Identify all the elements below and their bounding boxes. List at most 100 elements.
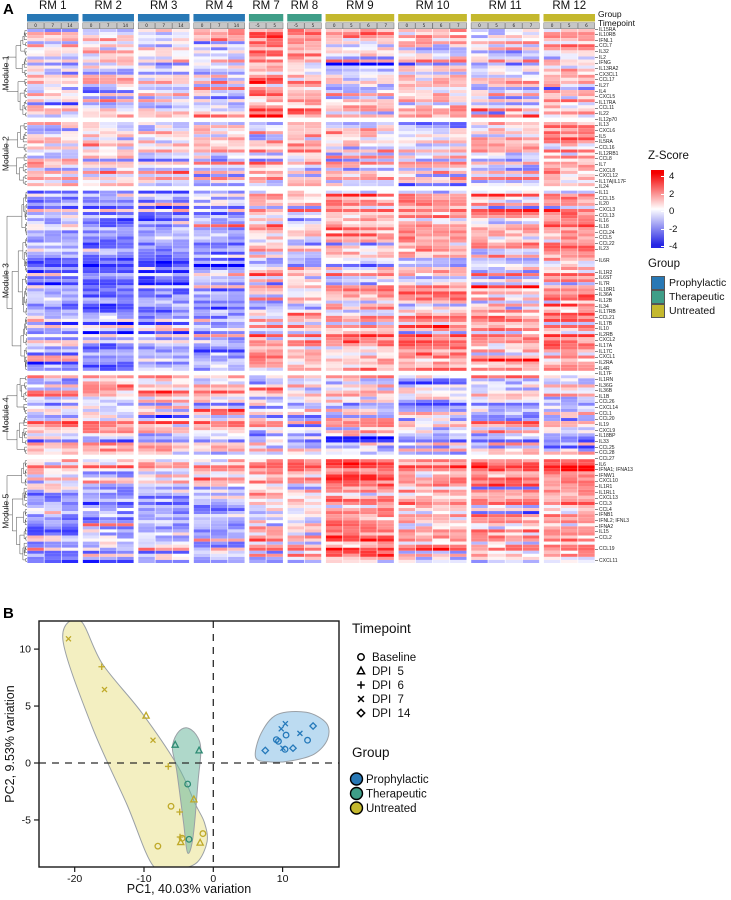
pca-point-circle [154, 842, 162, 850]
gene-label: IL36G [595, 383, 613, 389]
gene-label-leader [595, 379, 598, 381]
gene-label-leader [595, 446, 598, 448]
gene-label-leader [595, 345, 598, 347]
gene-label-leader [595, 169, 598, 171]
pca-point-x [279, 745, 286, 752]
gene-label: IL17C [595, 349, 612, 355]
gene-label: CCL26 [595, 400, 615, 405]
panel-b-group-legend-title: Group [352, 745, 390, 760]
pca-hull-therapeutic [171, 727, 202, 854]
gene-label-leader [595, 271, 598, 273]
gene-label-leader [595, 508, 598, 510]
gene-label: CXCL12 [595, 174, 618, 179]
gene-label: CCL25 [595, 445, 615, 451]
gene-label-leader [595, 452, 598, 454]
gene-label: IFNW1 [595, 473, 615, 479]
gene-label-leader [595, 356, 598, 358]
colorbar-gradient [651, 170, 664, 248]
gene-label: CCL7 [595, 44, 612, 49]
pca-point-triangle [171, 739, 180, 748]
gene-label: CCL21 [595, 315, 615, 321]
pca-point-plus [176, 808, 183, 816]
y-tick-label: 5 [25, 701, 31, 713]
gene-label-leader [595, 141, 598, 143]
pca-point-circle [199, 830, 207, 838]
group-legend-label: Untreated [669, 305, 716, 317]
gene-label: IL17B [595, 321, 612, 327]
gene-label-leader [595, 367, 598, 369]
pca-point-triangle [176, 837, 185, 846]
module-label: Module 3 [0, 263, 11, 299]
gene-label: IL13RA2 [595, 66, 618, 72]
gene-label: CCL24 [595, 230, 615, 236]
gene-label: IL17RA [595, 100, 616, 106]
gene-label: CXCL8 [595, 168, 615, 174]
timepoint-legend-label: DPI 5 [372, 666, 404, 678]
panel-b-label: B [3, 605, 14, 622]
group-legend-swatch [651, 304, 665, 318]
rm-column-label: RM 11 [488, 0, 522, 12]
pca-plot-border [38, 620, 340, 868]
gene-label-leader [595, 514, 598, 516]
pca-hull-untreated [62, 621, 208, 867]
gene-label: CCL1 [595, 411, 612, 417]
gene-label-leader [595, 96, 598, 98]
gene-label-leader [595, 520, 598, 522]
gene-label-leader [595, 220, 598, 222]
pca-zero-lines [39, 621, 339, 867]
gene-label: IFNL1 [595, 38, 613, 44]
group-legend-circle [349, 772, 364, 786]
x-tick-label: 0 [210, 873, 216, 885]
gene-label-leader [595, 458, 598, 460]
pca-point-diamond [308, 721, 318, 731]
x-tick-label: -20 [67, 873, 82, 885]
gene-label: IL24 [595, 185, 609, 190]
dendrogram-path [6, 30, 27, 562]
group-legend-swatch [651, 276, 665, 290]
pca-point-circle [184, 780, 192, 788]
gene-label-leader [595, 418, 598, 420]
gene-label-leader [595, 328, 598, 330]
colorbar-tick-mark [661, 228, 664, 230]
gene-label-leader [595, 28, 598, 30]
gene-label-leader [595, 322, 598, 324]
colorbar-tick-label: -2 [669, 223, 678, 235]
gene-label: IL1B [595, 394, 609, 400]
timepoint-legend-label: DPI 6 [372, 680, 404, 692]
gene-label-leader [595, 113, 598, 115]
group-legend-label: Therapeutic [669, 291, 725, 303]
group-legend-swatch [651, 290, 665, 304]
colorbar-tick-label: -4 [669, 241, 678, 252]
gene-label: IL1RL1 [595, 490, 615, 496]
pca-point-diamond [261, 746, 270, 755]
gene-label: IL17A|IL17F [595, 179, 626, 185]
gene-label-leader [595, 45, 598, 47]
x-tick-label: -10 [136, 873, 151, 885]
pca-hulls [62, 621, 330, 867]
colorbar-tick-mark [661, 176, 664, 177]
pca-point-plus [98, 663, 106, 671]
pca-point-triangle [141, 710, 151, 719]
group-legend-label: Untreated [366, 803, 417, 815]
gene-label: IL34 [595, 304, 609, 310]
gene-label: IL12RB1 [595, 151, 618, 157]
gene-label-leader [595, 135, 598, 137]
gene-label: IFNL2; IFNL3 [595, 518, 629, 524]
gene-label-leader [595, 486, 598, 488]
gene-label-leader [595, 294, 598, 296]
gene-label: IL15 [595, 530, 609, 535]
rm-column-label: RM 10 [415, 0, 450, 12]
gene-label: IL1R1 [595, 485, 612, 490]
gene-label-leader [595, 497, 598, 499]
timepoint-legend-label: DPI 7 [372, 694, 404, 706]
gene-label: IFNG [595, 61, 611, 66]
gene-label-leader [595, 51, 598, 53]
gene-label: IL20 [595, 202, 609, 207]
gene-label: IL11 [595, 191, 608, 196]
colorbar-tick-label: 0 [669, 206, 675, 217]
gene-label-leader [595, 79, 598, 81]
rm-column-label: RM 7 [252, 0, 280, 12]
colorbar-tick-label: 2 [669, 188, 675, 200]
gene-label: IL13 [595, 123, 609, 128]
pca-point-circle [167, 802, 175, 810]
